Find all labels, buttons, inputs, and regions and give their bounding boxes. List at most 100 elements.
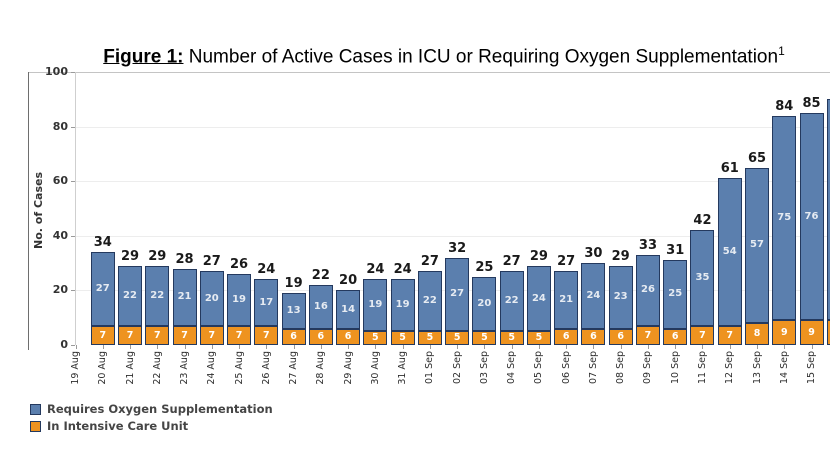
icu-value-label: 6 <box>317 331 325 343</box>
x-tick <box>239 345 241 349</box>
bar-total-label: 42 <box>693 213 712 229</box>
bar-segment-oxygen: 19 <box>390 279 415 332</box>
x-tick <box>566 345 568 349</box>
figure-left-border <box>28 72 29 350</box>
bar-segment-icu: 7 <box>717 325 742 345</box>
bar-segment-oxygen: 22 <box>145 265 170 326</box>
y-tick-label: 80 <box>52 119 68 133</box>
legend-label: Requires Oxygen Supplementation <box>47 402 273 416</box>
bar-total-label: 20 <box>339 273 358 289</box>
x-tick <box>402 345 404 349</box>
bar-segment-icu: 7 <box>199 325 224 345</box>
icu-legend-swatch <box>30 420 41 432</box>
oxygen-value-label: 24 <box>586 289 601 301</box>
bar-segment-oxygen: 75 <box>772 115 797 321</box>
x-tick <box>266 345 268 349</box>
oxygen-value-label: 27 <box>95 283 110 295</box>
icu-value-label: 6 <box>617 331 624 343</box>
bar-total-label: 32 <box>448 240 467 256</box>
oxygen-value-label: 13 <box>286 304 301 316</box>
bar-segment-oxygen: 19 <box>363 279 388 332</box>
bar-total-label: 29 <box>148 248 167 264</box>
y-tick-label: 60 <box>52 174 68 188</box>
bar-segment-icu: 6 <box>608 328 633 345</box>
x-tick-label: 02 Sep <box>451 351 463 385</box>
x-tick <box>293 345 295 349</box>
icu-value-label: 9 <box>780 326 788 338</box>
icu-value-label: 5 <box>453 332 461 344</box>
bar-total-label: 85 <box>802 95 821 111</box>
bar-total-label: 31 <box>666 243 685 259</box>
x-tick <box>647 345 649 349</box>
x-tick <box>102 345 104 349</box>
bar-total-label: 22 <box>311 267 330 283</box>
bar-total-label: 30 <box>584 246 603 262</box>
x-tick-label: 31 Aug <box>397 351 409 385</box>
bar-total-label: 84 <box>775 98 794 114</box>
bar-segment-oxygen: 26 <box>635 254 660 326</box>
oxygen-value-label: 16 <box>313 300 328 312</box>
x-tick <box>157 345 159 349</box>
bar-segment-icu: 6 <box>336 328 361 345</box>
bar-segment-oxygen: 17 <box>254 279 279 326</box>
bar-total-label: 25 <box>475 259 494 275</box>
footnote-marker: 1 <box>778 44 785 58</box>
bar-segment-icu: 9 <box>799 320 824 345</box>
oxygen-value-label: 19 <box>232 293 246 305</box>
bar-segment-oxygen: 19 <box>227 274 252 326</box>
oxygen-value-label: 19 <box>395 299 410 311</box>
bar-segment-oxygen: 27 <box>445 257 470 332</box>
icu-value-label: 5 <box>535 332 543 344</box>
bar-total-label: 27 <box>202 254 221 270</box>
x-tick <box>675 345 677 349</box>
x-tick <box>75 345 77 349</box>
icu-value-label: 7 <box>153 329 161 341</box>
oxygen-legend-swatch <box>30 403 41 415</box>
x-tick-label: 07 Sep <box>587 351 599 385</box>
oxygen-value-label: 22 <box>123 289 137 301</box>
x-tick <box>375 345 377 349</box>
icu-value-label: 7 <box>263 329 270 341</box>
oxygen-value-label: 54 <box>722 246 737 258</box>
x-tick-label: 19 Aug <box>70 351 81 385</box>
bar-segment-icu: 7 <box>690 325 715 345</box>
oxygen-value-label: 20 <box>477 298 492 310</box>
bar-segment-icu: 6 <box>554 328 579 345</box>
icu-value-label: 6 <box>562 331 570 343</box>
icu-value-label: 7 <box>235 329 243 341</box>
bar-total-label: 27 <box>502 254 521 270</box>
x-tick <box>511 345 513 349</box>
x-tick-label: 26 Aug <box>260 351 272 385</box>
bar-segment-oxygen: 13 <box>281 293 306 329</box>
icu-value-label: 5 <box>508 332 515 344</box>
oxygen-value-label: 22 <box>422 295 437 307</box>
x-tick-label: 15 Sep <box>806 351 818 385</box>
oxygen-value-label: 21 <box>177 291 192 303</box>
oxygen-value-label: 20 <box>204 292 219 304</box>
bar-total-label: 28 <box>175 251 194 267</box>
gridline-y-60 <box>76 181 830 183</box>
bar-segment-oxygen: 21 <box>554 271 579 329</box>
bar-segment-icu: 7 <box>254 325 279 345</box>
oxygen-value-label: 35 <box>695 272 710 284</box>
icu-value-label: 9 <box>808 326 815 338</box>
bar-total-label: 27 <box>420 254 439 270</box>
legend-item-oxygen: Requires Oxygen Supplementation <box>30 402 273 416</box>
bar-segment-oxygen: 20 <box>199 271 224 326</box>
bar-segment-icu: 5 <box>499 331 524 345</box>
x-tick-label: 01 Sep <box>424 351 436 385</box>
x-tick-label: 23 Aug <box>179 351 191 385</box>
x-tick-label: 30 Aug <box>369 351 381 385</box>
bar-total-label: 34 <box>93 235 112 251</box>
x-tick-label: 20 Aug <box>97 351 109 385</box>
x-tick <box>620 345 622 349</box>
oxygen-value-label: 14 <box>341 303 356 315</box>
bar-segment-icu: 8 <box>745 323 769 345</box>
bar-segment-oxygen: 14 <box>336 290 361 329</box>
icu-value-label: 5 <box>372 332 379 344</box>
x-tick-label: 03 Sep <box>478 351 490 385</box>
icu-value-label: 7 <box>99 329 107 341</box>
oxygen-value-label: 26 <box>640 284 655 296</box>
x-tick <box>729 345 731 349</box>
